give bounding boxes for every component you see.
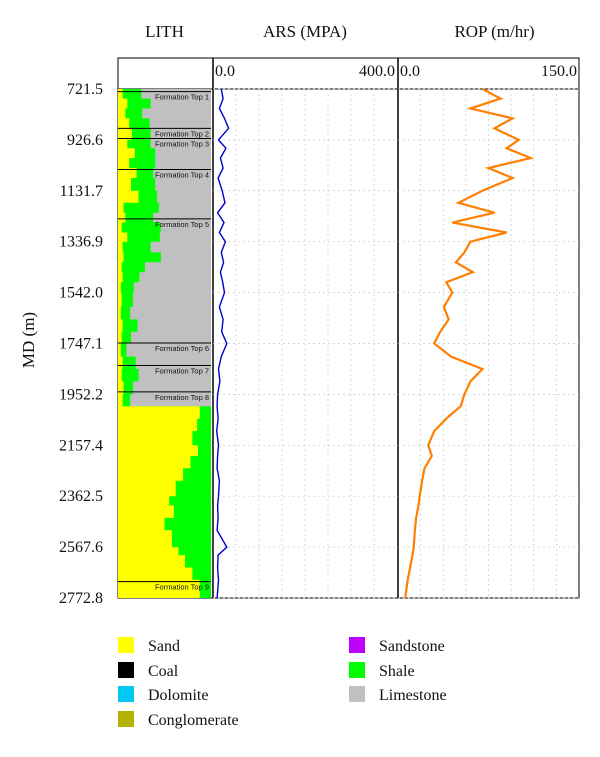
formation-top-label: Formation Top 9 [155,583,209,592]
legend-item-limestone: Limestone [349,686,447,706]
depth-tick-label: 2157.4 [59,437,103,454]
formation-top-label: Formation Top 4 [155,171,209,180]
formation-top-label: Formation Top 3 [155,140,209,149]
depth-axis-title: MD (m) [19,312,38,368]
depth-tick-label: 1336.9 [59,234,103,251]
rop-line [404,88,535,599]
depth-tick-label: 1747.1 [59,335,103,352]
depth-axis: 721.5 926.6 1131.7 1336.9 1542.0 1747.1 1952.2… [19,81,103,607]
depth-tick-label: 2362.5 [59,488,103,505]
formation-top-label: Formation Top 1 [155,93,209,102]
sand-area [118,89,202,598]
limestone-swatch [349,686,365,703]
lith-track: Formation Top 1 Formation Top 2 Formation … [118,89,211,598]
formation-top-label: Formation Top 5 [155,220,209,229]
conglomerate-swatch [118,711,134,728]
legend-item-shale: Shale [349,662,415,682]
depth-tick-label: 721.5 [67,81,103,98]
depth-tick-label: 926.6 [67,132,103,149]
legend-item-sand: Sand [118,637,180,657]
depth-tick-label: 2567.6 [59,539,103,556]
ars-track-title: ARS (MPA) [263,22,347,41]
ars-line [215,88,230,599]
well-log-chart: LITH ARS (MPA) ROP (m/hr)0.0 400.0 0.0 150.0 … [19,22,580,607]
depth-tick-label: 2772.8 [59,590,103,607]
shale-swatch [349,662,365,679]
legend-item-conglomerate: Conglomerate [118,711,239,731]
dolomite-swatch [118,686,134,703]
lith-track-title: LITH [145,22,184,41]
formation-top-label: Formation Top 6 [155,344,209,353]
rop-scale-min: 0.0 [400,63,420,80]
rop-track-title: ROP (m/hr) [454,22,534,41]
formation-top-label: Formation Top 7 [155,367,209,376]
sand-swatch [118,637,134,654]
rop-track [398,88,579,599]
ars-scale-min: 0.0 [215,63,235,80]
ars-scale-max: 400.0 [359,63,395,80]
rop-scale-max: 150.0 [541,63,577,80]
depth-tick-label: 1952.2 [59,386,103,403]
legend-item-sandstone: Sandstone [349,637,445,657]
legend-item-dolomite: Dolomite [118,686,208,706]
depth-tick-label: 1131.7 [60,183,103,200]
sandstone-swatch [349,637,365,654]
coal-swatch [118,662,134,679]
ars-track [213,88,397,599]
formation-top-label: Formation Top 8 [155,393,209,402]
legend-item-coal: Coal [118,662,178,682]
depth-tick-label: 1542.0 [59,285,103,302]
formation-top-label: Formation Top 2 [155,129,209,138]
